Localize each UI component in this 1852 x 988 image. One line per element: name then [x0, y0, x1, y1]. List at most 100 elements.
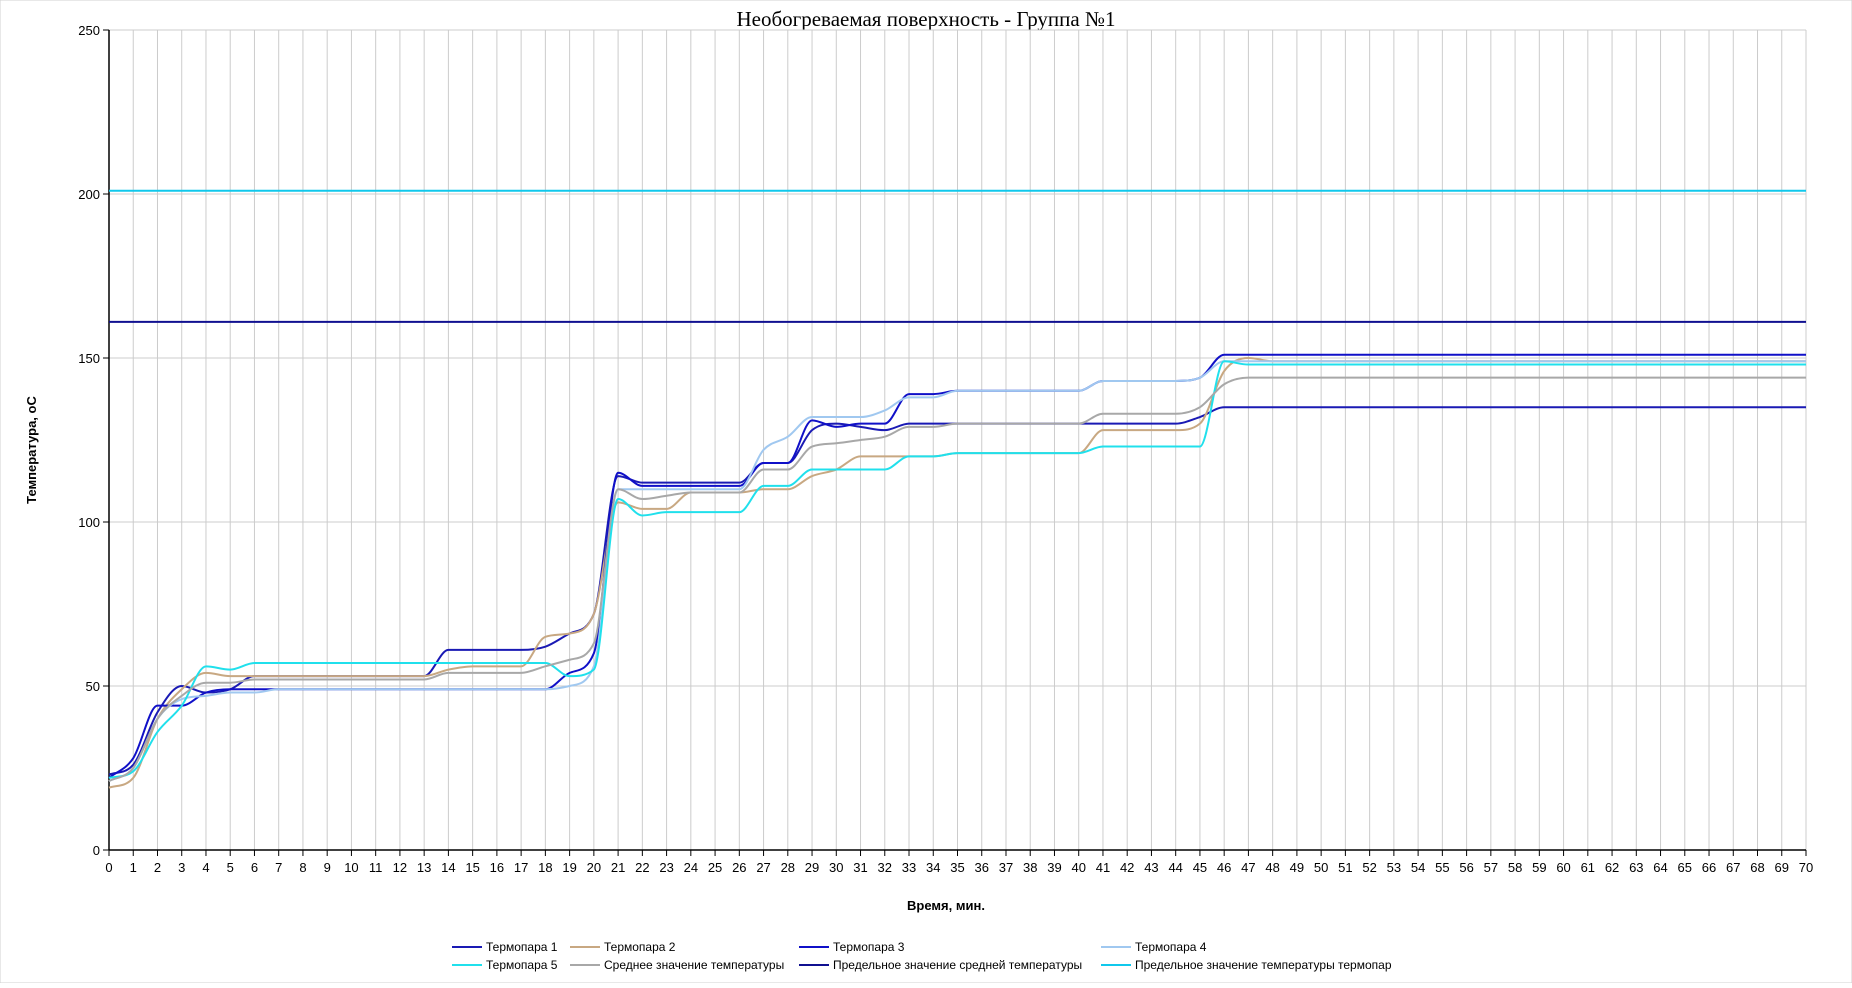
x-tick-label: 64 [1653, 860, 1667, 875]
x-tick-label: 16 [490, 860, 504, 875]
x-tick-label: 40 [1071, 860, 1085, 875]
x-tick-label: 21 [611, 860, 625, 875]
y-tick-label: 150 [78, 351, 100, 366]
x-tick-label: 66 [1702, 860, 1716, 875]
legend-item-3: Термопара 3 [799, 940, 905, 954]
x-tick-label: 36 [975, 860, 989, 875]
x-tick-label: 14 [441, 860, 455, 875]
x-tick-label: 68 [1750, 860, 1764, 875]
x-tick-label: 17 [514, 860, 528, 875]
x-tick-label: 5 [227, 860, 234, 875]
x-tick-label: 43 [1144, 860, 1158, 875]
x-tick-label: 28 [781, 860, 795, 875]
legend-label: Термопара 2 [604, 940, 676, 954]
x-tick-label: 3 [178, 860, 185, 875]
x-tick-label: 54 [1411, 860, 1425, 875]
x-tick-label: 1 [130, 860, 137, 875]
x-tick-label: 63 [1629, 860, 1643, 875]
legend-item-5: Термопара 5 [452, 958, 558, 972]
x-tick-label: 42 [1120, 860, 1134, 875]
x-tick-label: 39 [1047, 860, 1061, 875]
series-line-6 [108, 376, 1806, 783]
x-tick-label: 13 [417, 860, 431, 875]
x-tick-label: 22 [635, 860, 649, 875]
legend-label: Термопара 1 [486, 940, 558, 954]
x-tick-label: 15 [465, 860, 479, 875]
legend: Термопара 1 Термопара 2 Термопара 3 Термопа… [452, 940, 1392, 972]
y-tick-label: 50 [86, 679, 100, 694]
x-tick-label: 65 [1678, 860, 1692, 875]
x-tick-label: 9 [324, 860, 331, 875]
y-tick-label: 100 [78, 515, 100, 530]
x-tick-label: 47 [1241, 860, 1255, 875]
x-tick-label: 11 [369, 860, 383, 875]
x-tick-label: 69 [1775, 860, 1789, 875]
x-tick-label: 10 [344, 860, 358, 875]
legend-item-4: Термопара 4 [1101, 940, 1207, 954]
x-tick-label: 20 [587, 860, 601, 875]
legend-label: Среднее значение температуры [604, 958, 784, 972]
x-tick-label: 6 [251, 860, 258, 875]
x-tick-label: 48 [1265, 860, 1279, 875]
x-tick-label: 57 [1484, 860, 1498, 875]
x-tick-label: 49 [1290, 860, 1304, 875]
x-tick-label: 45 [1193, 860, 1207, 875]
x-tick-label: 70 [1799, 860, 1813, 875]
x-tick-label: 58 [1508, 860, 1522, 875]
x-tick-label: 27 [756, 860, 770, 875]
x-tick-label: 60 [1556, 860, 1570, 875]
x-tick-label: 26 [732, 860, 746, 875]
x-tick-label: 61 [1581, 860, 1595, 875]
x-tick-label: 37 [999, 860, 1013, 875]
legend-item-1: Термопара 1 [452, 940, 558, 954]
grid [109, 29, 1807, 850]
x-tick-label: 25 [708, 860, 722, 875]
x-tick-label: 34 [926, 860, 940, 875]
legend-label: Термопара 4 [1135, 940, 1207, 954]
x-tick-label: 50 [1314, 860, 1328, 875]
axes: 0 1 2 3 4 5 6 7 8 9 10 11 12 13 14 15 16 17 18 19 20 21 22 23 24… [78, 23, 1813, 875]
x-tick-label: 24 [684, 860, 698, 875]
x-tick-label: 8 [299, 860, 306, 875]
x-tick-label: 23 [659, 860, 673, 875]
x-tick-label: 35 [950, 860, 964, 875]
chart-title: Необогреваемая поверхность - Группа №1 [736, 7, 1115, 31]
x-tick-label: 32 [878, 860, 892, 875]
x-tick-label: 12 [393, 860, 407, 875]
series-lines [108, 189, 1806, 789]
x-tick-label: 29 [805, 860, 819, 875]
x-tick-label: 44 [1168, 860, 1182, 875]
x-tick-label: 53 [1387, 860, 1401, 875]
legend-label: Термопара 3 [833, 940, 905, 954]
x-tick-label: 56 [1459, 860, 1473, 875]
legend-item-7: Предельное значение средней температуры [799, 958, 1082, 972]
legend-label: Предельное значение средней температуры [833, 958, 1082, 972]
x-tick-label: 59 [1532, 860, 1546, 875]
x-tick-label: 2 [154, 860, 161, 875]
x-tick-label: 51 [1338, 860, 1352, 875]
x-tick-label: 52 [1362, 860, 1376, 875]
y-tick-label: 0 [93, 843, 100, 858]
x-tick-label: 41 [1096, 860, 1110, 875]
x-tick-label: 62 [1605, 860, 1619, 875]
series-line-4 [108, 360, 1806, 783]
series-line-5 [108, 360, 1806, 779]
x-tick-label: 31 [853, 860, 867, 875]
x-tick-label: 38 [1023, 860, 1037, 875]
y-tick-label: 250 [78, 23, 100, 38]
x-tick-label: 55 [1435, 860, 1449, 875]
x-tick-label: 18 [538, 860, 552, 875]
x-tick-label: 4 [202, 860, 209, 875]
legend-label: Термопара 5 [486, 958, 558, 972]
legend-item-6: Среднее значение температуры [570, 958, 784, 972]
x-tick-label: 0 [105, 860, 112, 875]
y-axis-title: Температура, оС [24, 396, 39, 504]
x-tick-label: 33 [902, 860, 916, 875]
x-tick-label: 7 [275, 860, 282, 875]
legend-item-8: Предельное значение температуры термопар [1101, 958, 1392, 972]
x-tick-label: 19 [562, 860, 576, 875]
y-tick-label: 200 [78, 187, 100, 202]
x-axis-title: Время, мин. [907, 898, 985, 913]
